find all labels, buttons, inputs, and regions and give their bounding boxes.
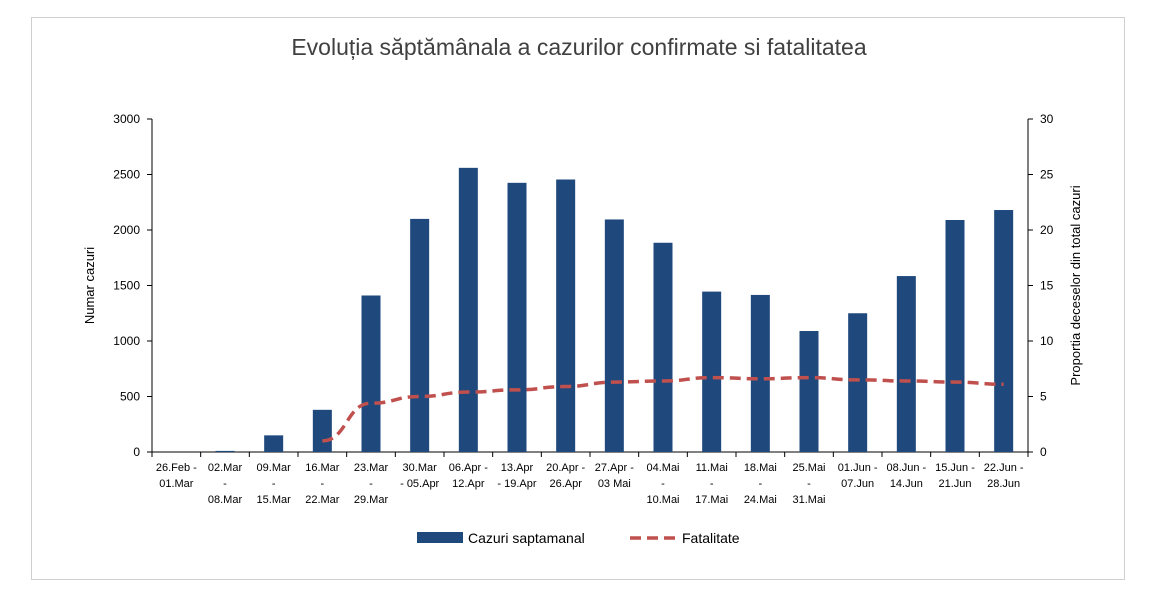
- legend-swatch-bars: [417, 532, 463, 543]
- y-tick-label: 2500: [113, 168, 140, 182]
- x-tick-label: 09.Mar -15.Mar: [257, 462, 292, 506]
- y2-tick-label: 10: [1040, 334, 1054, 348]
- bar: [410, 218, 430, 452]
- line-series: [322, 375, 1004, 443]
- x-tick-label: 13.Apr - 19.Apr: [497, 462, 536, 490]
- x-tick-label: 30.Mar - 05.Apr: [400, 462, 439, 490]
- y-tick-label: 3000: [113, 112, 140, 126]
- bar: [750, 294, 770, 452]
- bar: [215, 450, 235, 452]
- x-tick-label: 01.Jun -07.Jun: [838, 462, 878, 490]
- x-tick-label: 18.Mai -24.Mai: [744, 462, 777, 506]
- bar: [799, 331, 819, 452]
- y2-tick-label: 30: [1040, 112, 1054, 126]
- chart-frame: Evoluția săptămânala a cazurilor confirm…: [31, 17, 1125, 580]
- x-tick-label: 20.Apr -26.Apr: [546, 462, 585, 490]
- x-tick-label: 11.Mai -17.Mai: [695, 462, 728, 506]
- x-tick-label: 16.Mar -22.Mar: [305, 462, 340, 506]
- chart-svg: Evoluția săptămânala a cazurilor confirm…: [82, 34, 1083, 546]
- x-tick-label: 26.Feb -01.Mar: [156, 462, 197, 490]
- bar: [312, 409, 332, 452]
- x-tick-label: 23.Mar -29.Mar: [354, 462, 389, 506]
- fatalitate-line: [322, 375, 1004, 443]
- tick-labels: 0 500 1000 1500 2000 2500 3000 0 5 10 15 20 25 30 26.F…: [113, 112, 1053, 506]
- legend: Cazuri saptamanal Fatalitate: [417, 530, 740, 546]
- bar: [264, 435, 284, 452]
- axes: [147, 118, 1033, 457]
- bar: [507, 182, 527, 452]
- bar: [994, 210, 1014, 452]
- y2-tick-label: 5: [1040, 390, 1047, 404]
- y2-tick-label: 25: [1040, 168, 1054, 182]
- y-tick-label: 1500: [113, 279, 140, 293]
- x-tick-label: 02.Mar -08.Mar: [208, 462, 243, 506]
- legend-label-line: Fatalitate: [682, 530, 740, 546]
- legend-label-bars: Cazuri saptamanal: [468, 530, 585, 546]
- chart-title: Evoluția săptămânala a cazurilor confirm…: [291, 34, 867, 60]
- bar: [361, 295, 381, 452]
- bar: [848, 313, 868, 452]
- x-tick-label: 08.Jun -14.Jun: [886, 462, 926, 490]
- y-tick-label: 2000: [113, 223, 140, 237]
- bar-series: [215, 167, 1014, 452]
- y-tick-label: 500: [120, 390, 140, 404]
- y2-tick-label: 20: [1040, 223, 1054, 237]
- y-tick-label: 0: [133, 445, 140, 459]
- bar: [653, 242, 673, 452]
- y2-tick-label: 15: [1040, 279, 1054, 293]
- x-tick-label: 06.Apr -12.Apr: [449, 462, 488, 490]
- y2-tick-label: 0: [1040, 445, 1047, 459]
- bar: [702, 291, 722, 452]
- y2-axis-label: Proportia deceselor din total cazuri: [1068, 185, 1083, 385]
- y-tick-label: 1000: [113, 334, 140, 348]
- x-tick-label: 04.Mai -10.Mai: [646, 462, 679, 506]
- x-tick-label: 27.Apr -03 Mai: [595, 462, 634, 490]
- x-tick-label: 22.Jun -28.Jun: [984, 462, 1024, 490]
- bar: [556, 179, 576, 452]
- x-tick-label: 25.Mai -31.Mai: [792, 462, 825, 506]
- x-tick-label: 15.Jun -21.Jun: [935, 462, 975, 490]
- bar: [896, 276, 916, 452]
- y-axis-label: Numar cazuri: [82, 247, 97, 324]
- bar: [604, 219, 624, 452]
- bar: [945, 220, 965, 452]
- bar: [458, 167, 478, 452]
